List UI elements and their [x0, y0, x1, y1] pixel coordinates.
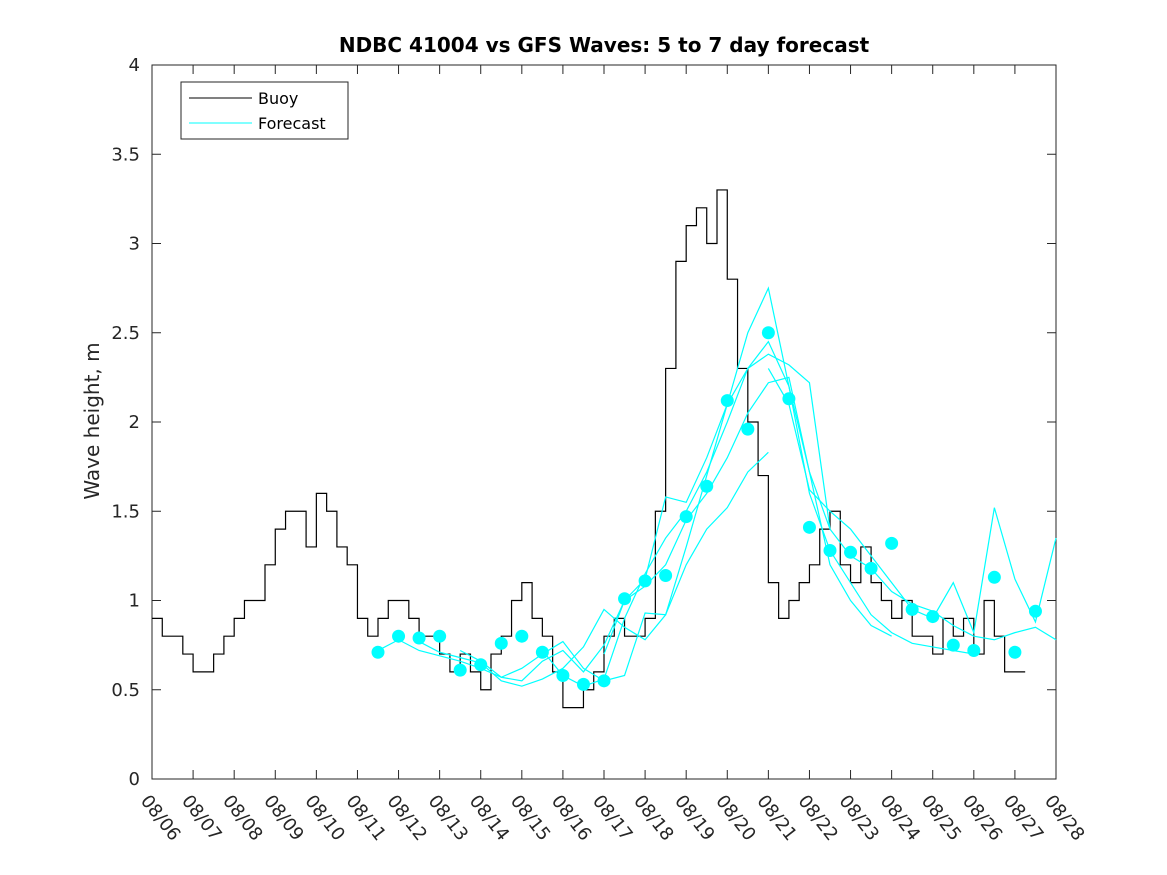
- forecast-point: [679, 510, 693, 524]
- forecast-point: [700, 479, 714, 493]
- y-tick-label: 2.5: [111, 323, 140, 344]
- legend-label-forecast: Forecast: [258, 114, 326, 133]
- y-axis-label: Wave height, m: [80, 342, 104, 499]
- forecast-point: [864, 561, 878, 575]
- forecast-point: [885, 536, 899, 550]
- y-tick-label: 2: [129, 412, 140, 433]
- y-tick-label: 1: [129, 591, 140, 612]
- forecast-point: [905, 602, 919, 616]
- legend-label-buoy: Buoy: [258, 89, 298, 108]
- forecast-point: [618, 592, 632, 606]
- forecast-point: [371, 645, 385, 659]
- forecast-line: [541, 340, 974, 687]
- forecast-point: [494, 636, 508, 650]
- forecast-point: [576, 677, 590, 691]
- forecast-point: [1028, 604, 1042, 618]
- y-axis-ticks: 0 0.5 1 1.5 2 2.5 3 3.5 4: [111, 55, 1056, 790]
- forecast-point: [844, 545, 858, 559]
- y-tick-label: 3: [129, 234, 140, 255]
- y-tick-label: 0: [129, 769, 140, 790]
- y-tick-label: 0.5: [111, 680, 140, 701]
- forecast-point: [1008, 645, 1022, 659]
- forecast-point: [741, 422, 755, 436]
- legend: Buoy Forecast: [180, 81, 349, 140]
- forecast-point: [987, 570, 1001, 584]
- forecast-point: [556, 668, 570, 682]
- forecast-point: [761, 326, 775, 340]
- forecast-point: [412, 631, 426, 645]
- forecast-point: [967, 643, 981, 657]
- y-tick-label: 1.5: [111, 501, 140, 522]
- forecast-line: [603, 286, 1057, 655]
- forecast-point: [659, 569, 673, 583]
- forecast-point: [802, 520, 816, 534]
- series-layer: [152, 189, 1057, 709]
- chart-title: NDBC 41004 vs GFS Waves: 5 to 7 day fore…: [339, 33, 870, 57]
- forecast-point: [946, 638, 960, 652]
- forecast-point: [392, 629, 406, 643]
- forecast-point: [638, 574, 652, 588]
- forecast-point: [474, 658, 488, 672]
- forecast-point: [515, 629, 529, 643]
- forecast-point: [453, 663, 467, 677]
- forecast-point: [597, 674, 611, 688]
- forecast-line: [418, 353, 831, 687]
- forecast-point: [823, 544, 837, 558]
- forecast-point: [433, 629, 447, 643]
- forecast-point: [782, 392, 796, 406]
- buoy-line: [152, 189, 1026, 709]
- forecast-line: [459, 376, 892, 682]
- legend-box: [180, 81, 349, 140]
- y-tick-label: 4: [129, 55, 140, 76]
- forecast-point: [720, 394, 734, 408]
- forecast-line: [377, 451, 769, 682]
- y-tick-label: 3.5: [111, 144, 140, 165]
- forecast-point: [535, 645, 549, 659]
- forecast-point: [926, 610, 940, 624]
